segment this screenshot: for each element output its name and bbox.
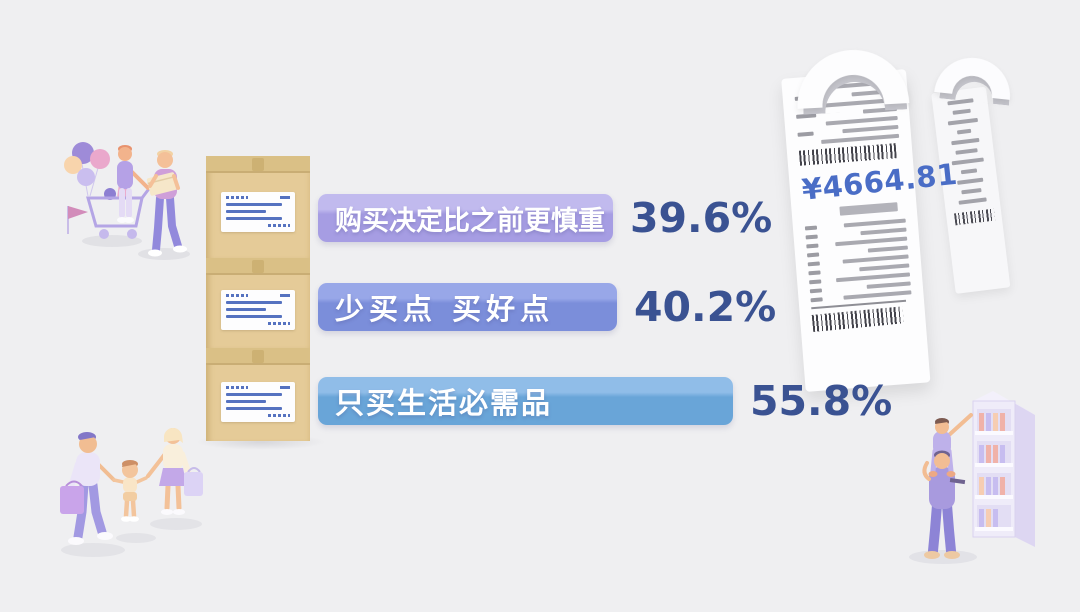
shipping-label — [221, 382, 295, 422]
bar-label: 购买决定比之前更慎重 — [335, 205, 605, 237]
bar-value: 40.2% — [634, 283, 777, 331]
bar-cautious-purchase-decisions: 购买决定比之前更慎重 — [318, 194, 613, 242]
cardboard-box — [206, 348, 310, 441]
receipt-highlight-line — [839, 202, 898, 216]
bar-only-daily-necessities: 只买生活必需品 — [318, 377, 733, 425]
front-receipt: ¥4664.81 — [781, 69, 960, 392]
shipping-label — [221, 290, 295, 330]
front-receipt-curl — [794, 47, 910, 109]
woman-pushing-cart — [117, 145, 150, 223]
family-shopping-illustration — [60, 427, 203, 557]
bar-label: 少买点 买好点 — [335, 292, 555, 326]
woman-with-bag — [146, 427, 203, 515]
store-shelf-icon — [972, 391, 1035, 547]
barcode-icon — [954, 208, 996, 226]
shelf-products — [979, 413, 1005, 527]
box-tape — [252, 158, 264, 171]
man-carrying-box — [146, 150, 187, 257]
bar-row: 只买生活必需品 55.8% — [318, 377, 892, 425]
man-with-bag — [60, 432, 116, 545]
box-tape — [252, 260, 264, 273]
box-tape — [252, 350, 264, 363]
bar-buy-less-buy-better: 少买点 买好点 — [318, 283, 617, 331]
bar-value: 39.6% — [630, 194, 773, 242]
shoppers-cart-balloons-illustration — [64, 142, 190, 260]
child — [112, 460, 148, 522]
cardboard-box — [206, 258, 310, 348]
bar-value: 55.8% — [750, 377, 893, 425]
barcode-icon — [798, 143, 897, 166]
balloons-icon — [64, 142, 110, 197]
receipt-total-amount: ¥4664.81 — [800, 156, 960, 207]
shipping-label — [221, 192, 295, 232]
cardboard-box — [206, 156, 310, 258]
bar-label: 只买生活必需品 — [335, 386, 553, 420]
flag-icon — [67, 206, 88, 234]
shelf-parent-child-illustration — [909, 391, 1035, 564]
barcode-icon — [811, 306, 904, 332]
back-receipt-curl — [934, 54, 1014, 100]
bar-row: 购买决定比之前更慎重 39.6% — [318, 194, 772, 242]
bar-row: 少买点 买好点 40.2% — [318, 283, 776, 331]
receipt-text-lines — [804, 218, 912, 303]
parent-with-child-on-shoulders — [922, 413, 973, 559]
